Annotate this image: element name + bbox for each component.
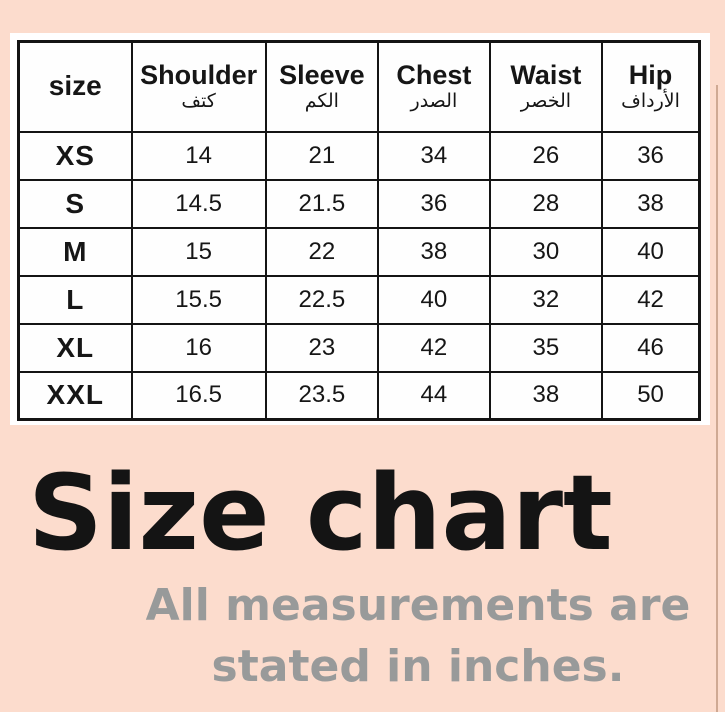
- measurement-cell: 14.5: [130, 178, 267, 229]
- measurement-cell: 36: [601, 130, 701, 181]
- measurement-cell: 30: [488, 226, 604, 277]
- header-sublabel-arabic: الخصر: [520, 89, 572, 112]
- size-label-cell: M: [17, 226, 133, 277]
- header-cell-shoulder: Shoulder كتف: [130, 40, 267, 133]
- size-table: size Shoulder كتف Sleeve الكم Chest الصدر Waist…: [17, 40, 701, 421]
- table-row: XL 16 23 42 35 46: [17, 322, 701, 373]
- header-label: Hip: [628, 59, 673, 90]
- measurement-cell: 42: [601, 274, 701, 325]
- measurement-cell: 42: [377, 322, 491, 373]
- table-row: XS 14 21 34 26 36: [17, 130, 701, 181]
- header-label: size: [48, 70, 102, 102]
- header-label: Shoulder: [140, 59, 258, 90]
- measurement-cell: 46: [601, 322, 701, 373]
- table-body: XS 14 21 34 26 36 S 14.5 21.5 36 28 38 M 15 22 38 30 40 L 1…: [17, 130, 701, 421]
- measurement-note: All measurements are stated in inches.: [112, 576, 724, 697]
- header-cell-chest: Chest الصدر: [377, 40, 491, 133]
- measurement-cell: 22: [264, 226, 380, 277]
- header-label: Sleeve: [279, 59, 365, 90]
- measurement-cell: 14: [130, 130, 267, 181]
- header-cell-hip: Hip الأرداف: [601, 40, 701, 133]
- measurement-cell: 38: [488, 370, 604, 421]
- table-row: XXL 16.5 23.5 44 38 50: [17, 370, 701, 421]
- photo-edge-artifact: [716, 85, 718, 712]
- size-label-cell: S: [17, 178, 133, 229]
- header-cell-waist: Waist الخصر: [488, 40, 604, 133]
- measurement-cell: 40: [601, 226, 701, 277]
- measurement-cell: 15.5: [130, 274, 267, 325]
- measurement-cell: 21.5: [264, 178, 380, 229]
- measurement-cell: 21: [264, 130, 380, 181]
- measurement-cell: 26: [488, 130, 604, 181]
- measurement-cell: 15: [130, 226, 267, 277]
- measurement-cell: 44: [377, 370, 491, 421]
- measurement-cell: 23.5: [264, 370, 380, 421]
- measurement-cell: 28: [488, 178, 604, 229]
- measurement-cell: 35: [488, 322, 604, 373]
- size-label-cell: XL: [17, 322, 133, 373]
- size-label-cell: XXL: [17, 370, 133, 421]
- header-cell-sleeve: Sleeve الكم: [264, 40, 380, 133]
- header-sublabel-arabic: الكم: [304, 89, 339, 112]
- header-sublabel-arabic: الصدر: [410, 89, 458, 112]
- table-row: L 15.5 22.5 40 32 42: [17, 274, 701, 325]
- measurement-cell: 50: [601, 370, 701, 421]
- measurement-note-line2: stated in inches.: [211, 640, 625, 692]
- measurement-cell: 38: [601, 178, 701, 229]
- measurement-cell: 38: [377, 226, 491, 277]
- measurement-cell: 16: [130, 322, 267, 373]
- table-row: S 14.5 21.5 36 28 38: [17, 178, 701, 229]
- header-label: Waist: [510, 59, 582, 90]
- measurement-note-line1: All measurements are: [145, 580, 691, 631]
- table-sheet: size Shoulder كتف Sleeve الكم Chest الصدر Waist…: [10, 33, 710, 425]
- table-row: M 15 22 38 30 40: [17, 226, 701, 277]
- size-label-cell: L: [17, 274, 133, 325]
- header-cell-size: size: [17, 40, 133, 133]
- measurement-cell: 40: [377, 274, 491, 325]
- measurement-cell: 32: [488, 274, 604, 325]
- measurement-cell: 23: [264, 322, 380, 373]
- measurement-cell: 22.5: [264, 274, 380, 325]
- header-label: Chest: [396, 59, 472, 90]
- header-sublabel-arabic: كتف: [181, 89, 216, 112]
- measurement-cell: 36: [377, 178, 491, 229]
- header-row: size Shoulder كتف Sleeve الكم Chest الصدر Waist…: [17, 40, 701, 133]
- measurement-cell: 34: [377, 130, 491, 181]
- header-sublabel-arabic: الأرداف: [621, 89, 680, 112]
- measurement-cell: 16.5: [130, 370, 267, 421]
- page-title: Size chart: [28, 452, 613, 574]
- size-label-cell: XS: [17, 130, 133, 181]
